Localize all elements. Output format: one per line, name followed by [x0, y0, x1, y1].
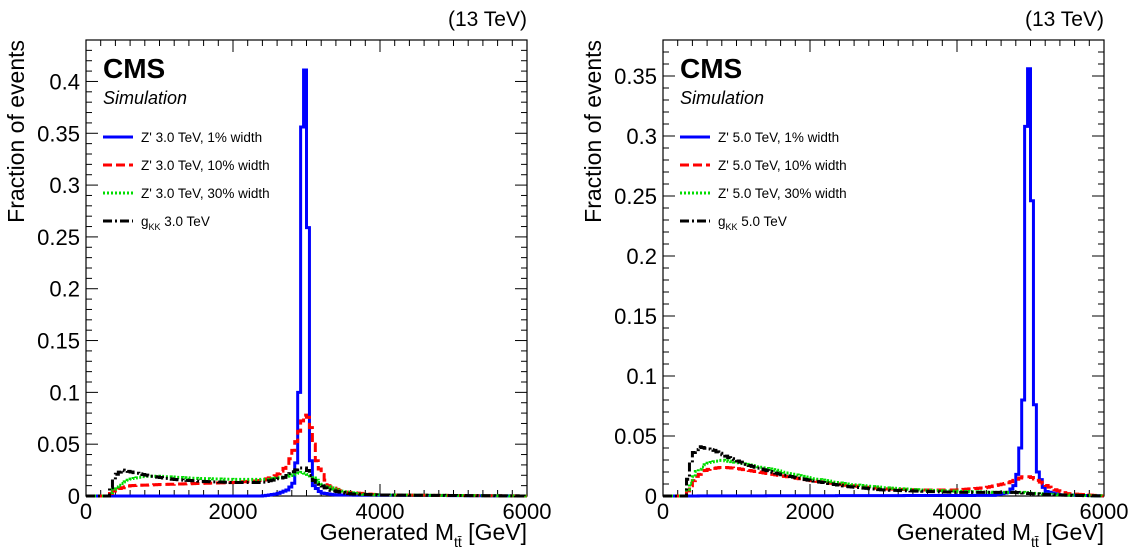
- legend-label-0: Z' 5.0 TeV, 1% width: [718, 130, 839, 145]
- y-tick-label: 0.35: [37, 121, 80, 146]
- simulation-label: Simulation: [103, 88, 187, 108]
- legend: Z' 5.0 TeV, 1% width Z' 5.0 TeV, 10% widt…: [680, 130, 847, 232]
- x-tick-label: 2000: [786, 499, 835, 524]
- y-axis-title: Fraction of events: [580, 40, 606, 223]
- chart-right: 0 2000 4000 6000 0 0.05 0.1 0.15 0.2 0.25 0.3 0.35 F…: [580, 8, 1128, 548]
- x-axis-title-subscript: tt̄: [1031, 534, 1039, 548]
- legend-label-suffix: 5.0 TeV: [738, 214, 787, 229]
- y-tick-label: 0.2: [49, 277, 80, 302]
- y-tick-label: 0.1: [49, 380, 80, 405]
- y-tick-label: 0: [645, 484, 657, 509]
- y-tick-label: 0.15: [614, 304, 657, 329]
- y-tick-label: 0.25: [37, 225, 80, 250]
- series-line-1: [86, 413, 527, 498]
- x-axis-title-subscript: tt̄: [454, 534, 462, 548]
- series-group: [663, 67, 1104, 498]
- x-tick-label: 6000: [503, 499, 552, 524]
- legend: Z' 3.0 TeV, 1% width Z' 3.0 TeV, 10% widt…: [103, 130, 270, 232]
- series-line-0: [663, 67, 1104, 498]
- series-line-3: [86, 466, 527, 498]
- series-line-2: [663, 458, 1104, 498]
- legend-label-0: Z' 3.0 TeV, 1% width: [141, 130, 262, 145]
- legend-label-1: Z' 5.0 TeV, 10% width: [718, 158, 847, 173]
- experiment-label: CMS: [680, 53, 742, 84]
- x-tick-label: 0: [80, 499, 92, 524]
- y-tick-label: 0.1: [626, 364, 657, 389]
- y-tick-label: 0.3: [626, 124, 657, 149]
- experiment-label: CMS: [103, 53, 165, 84]
- y-tick-label: 0.15: [37, 329, 80, 354]
- legend-label-suffix: 3.0 TeV: [161, 214, 210, 229]
- legend-label-3: gKK 3.0 TeV: [141, 214, 210, 232]
- x-tick-label: 0: [657, 499, 669, 524]
- x-axis-title-main: Generated M: [320, 519, 454, 545]
- series-line-2: [86, 470, 527, 498]
- x-axis-title-main: Generated M: [897, 519, 1031, 545]
- y-tick-label: 0: [68, 484, 80, 509]
- chart-left: 0 2000 4000 6000 0 0.05 0.1 0.15 0.2 0.25 0.3 0.35 0…: [3, 8, 551, 548]
- legend-label-prefix: g: [141, 214, 149, 229]
- x-tick-label: 6000: [1080, 499, 1129, 524]
- x-tick-label: 4000: [933, 499, 982, 524]
- legend-label-subscript: KK: [726, 222, 738, 232]
- x-axis-title: Generated Mtt̄ [GeV]: [897, 519, 1104, 548]
- legend-label-3: gKK 5.0 TeV: [718, 214, 787, 232]
- x-tick-label: 2000: [209, 499, 258, 524]
- series-group: [86, 68, 527, 498]
- x-tick-label: 4000: [356, 499, 405, 524]
- y-tick-label: 0.05: [37, 432, 80, 457]
- x-axis-title-unit: [GeV]: [462, 519, 527, 545]
- simulation-label: Simulation: [680, 88, 764, 108]
- legend-label-prefix: g: [718, 214, 726, 229]
- y-tick-label: 0.35: [614, 64, 657, 89]
- y-tick-label: 0.4: [49, 69, 80, 94]
- y-tick-label: 0.05: [614, 424, 657, 449]
- legend-label-2: Z' 5.0 TeV, 30% width: [718, 186, 847, 201]
- legend-label-1: Z' 3.0 TeV, 10% width: [141, 158, 270, 173]
- series-line-3: [663, 445, 1104, 498]
- y-axis-title: Fraction of events: [3, 40, 29, 223]
- legend-label-2: Z' 3.0 TeV, 30% width: [141, 186, 270, 201]
- x-axis-title-unit: [GeV]: [1039, 519, 1104, 545]
- energy-label: (13 TeV): [1025, 8, 1104, 31]
- x-axis-title: Generated Mtt̄ [GeV]: [320, 519, 527, 548]
- energy-label: (13 TeV): [448, 8, 527, 31]
- y-tick-label: 0.3: [49, 173, 80, 198]
- legend-label-subscript: KK: [149, 222, 161, 232]
- y-tick-label: 0.2: [626, 244, 657, 269]
- y-tick-label: 0.25: [614, 184, 657, 209]
